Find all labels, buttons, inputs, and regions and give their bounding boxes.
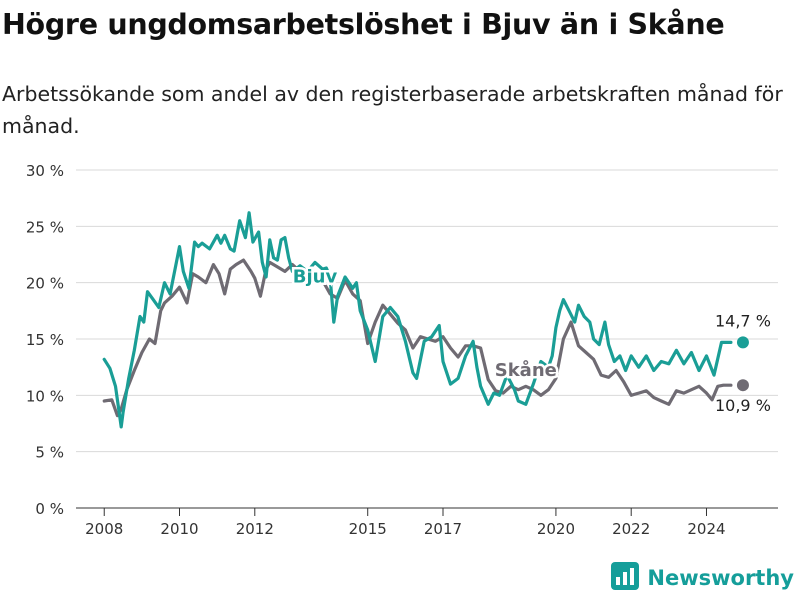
series-line-bjuv (102, 211, 733, 429)
y-tick-label: 20 % (26, 275, 64, 293)
x-tick-label: 2017 (424, 520, 462, 538)
series-line-skane (102, 258, 733, 418)
x-tick-label: 2020 (537, 520, 575, 538)
series-labels: 14,7 % 10,9 % Bjuv Skåne (290, 264, 773, 417)
y-tick-label: 5 % (35, 444, 64, 462)
end-value-label: 10,9 % (715, 396, 771, 415)
end-point-bjuv (736, 336, 749, 349)
end-point-skane (736, 379, 749, 392)
bar-chart-logo-icon (611, 562, 640, 594)
series-name-label: Skåne (495, 359, 557, 381)
y-tick-label: 25 % (26, 218, 64, 236)
y-tick-label: 30 % (26, 162, 64, 180)
brand-name: Newsworthy (647, 566, 794, 590)
x-tick-label: 2024 (687, 520, 725, 538)
y-tick-label: 0 % (35, 500, 64, 518)
series-lines (102, 211, 733, 429)
grid-lines (76, 169, 778, 453)
chart-title: Högre ungdomsarbetslöshet i Bjuv än i Sk… (2, 8, 725, 41)
newsworthy-brand[interactable]: Newsworthy (611, 562, 794, 594)
x-axis: 2008 2010 2012 2015 2017 2020 2022 2024 (76, 507, 778, 538)
y-tick-label: 15 % (26, 331, 64, 349)
y-axis-tick-labels: 0 % 5 % 10 % 15 % 20 % 25 % 30 % (26, 162, 64, 518)
x-tick-label: 2015 (349, 520, 387, 538)
series-name-label: Bjuv (293, 267, 338, 288)
chart-subtitle: Arbetssökande som andel av den registerb… (2, 82, 783, 138)
x-tick-label: 2022 (612, 520, 650, 538)
x-tick-label: 2012 (236, 520, 274, 538)
end-value-label: 14,7 % (715, 311, 771, 330)
y-tick-label: 10 % (26, 387, 64, 405)
x-tick-label: 2008 (85, 520, 123, 538)
x-tick-label: 2010 (160, 520, 198, 538)
